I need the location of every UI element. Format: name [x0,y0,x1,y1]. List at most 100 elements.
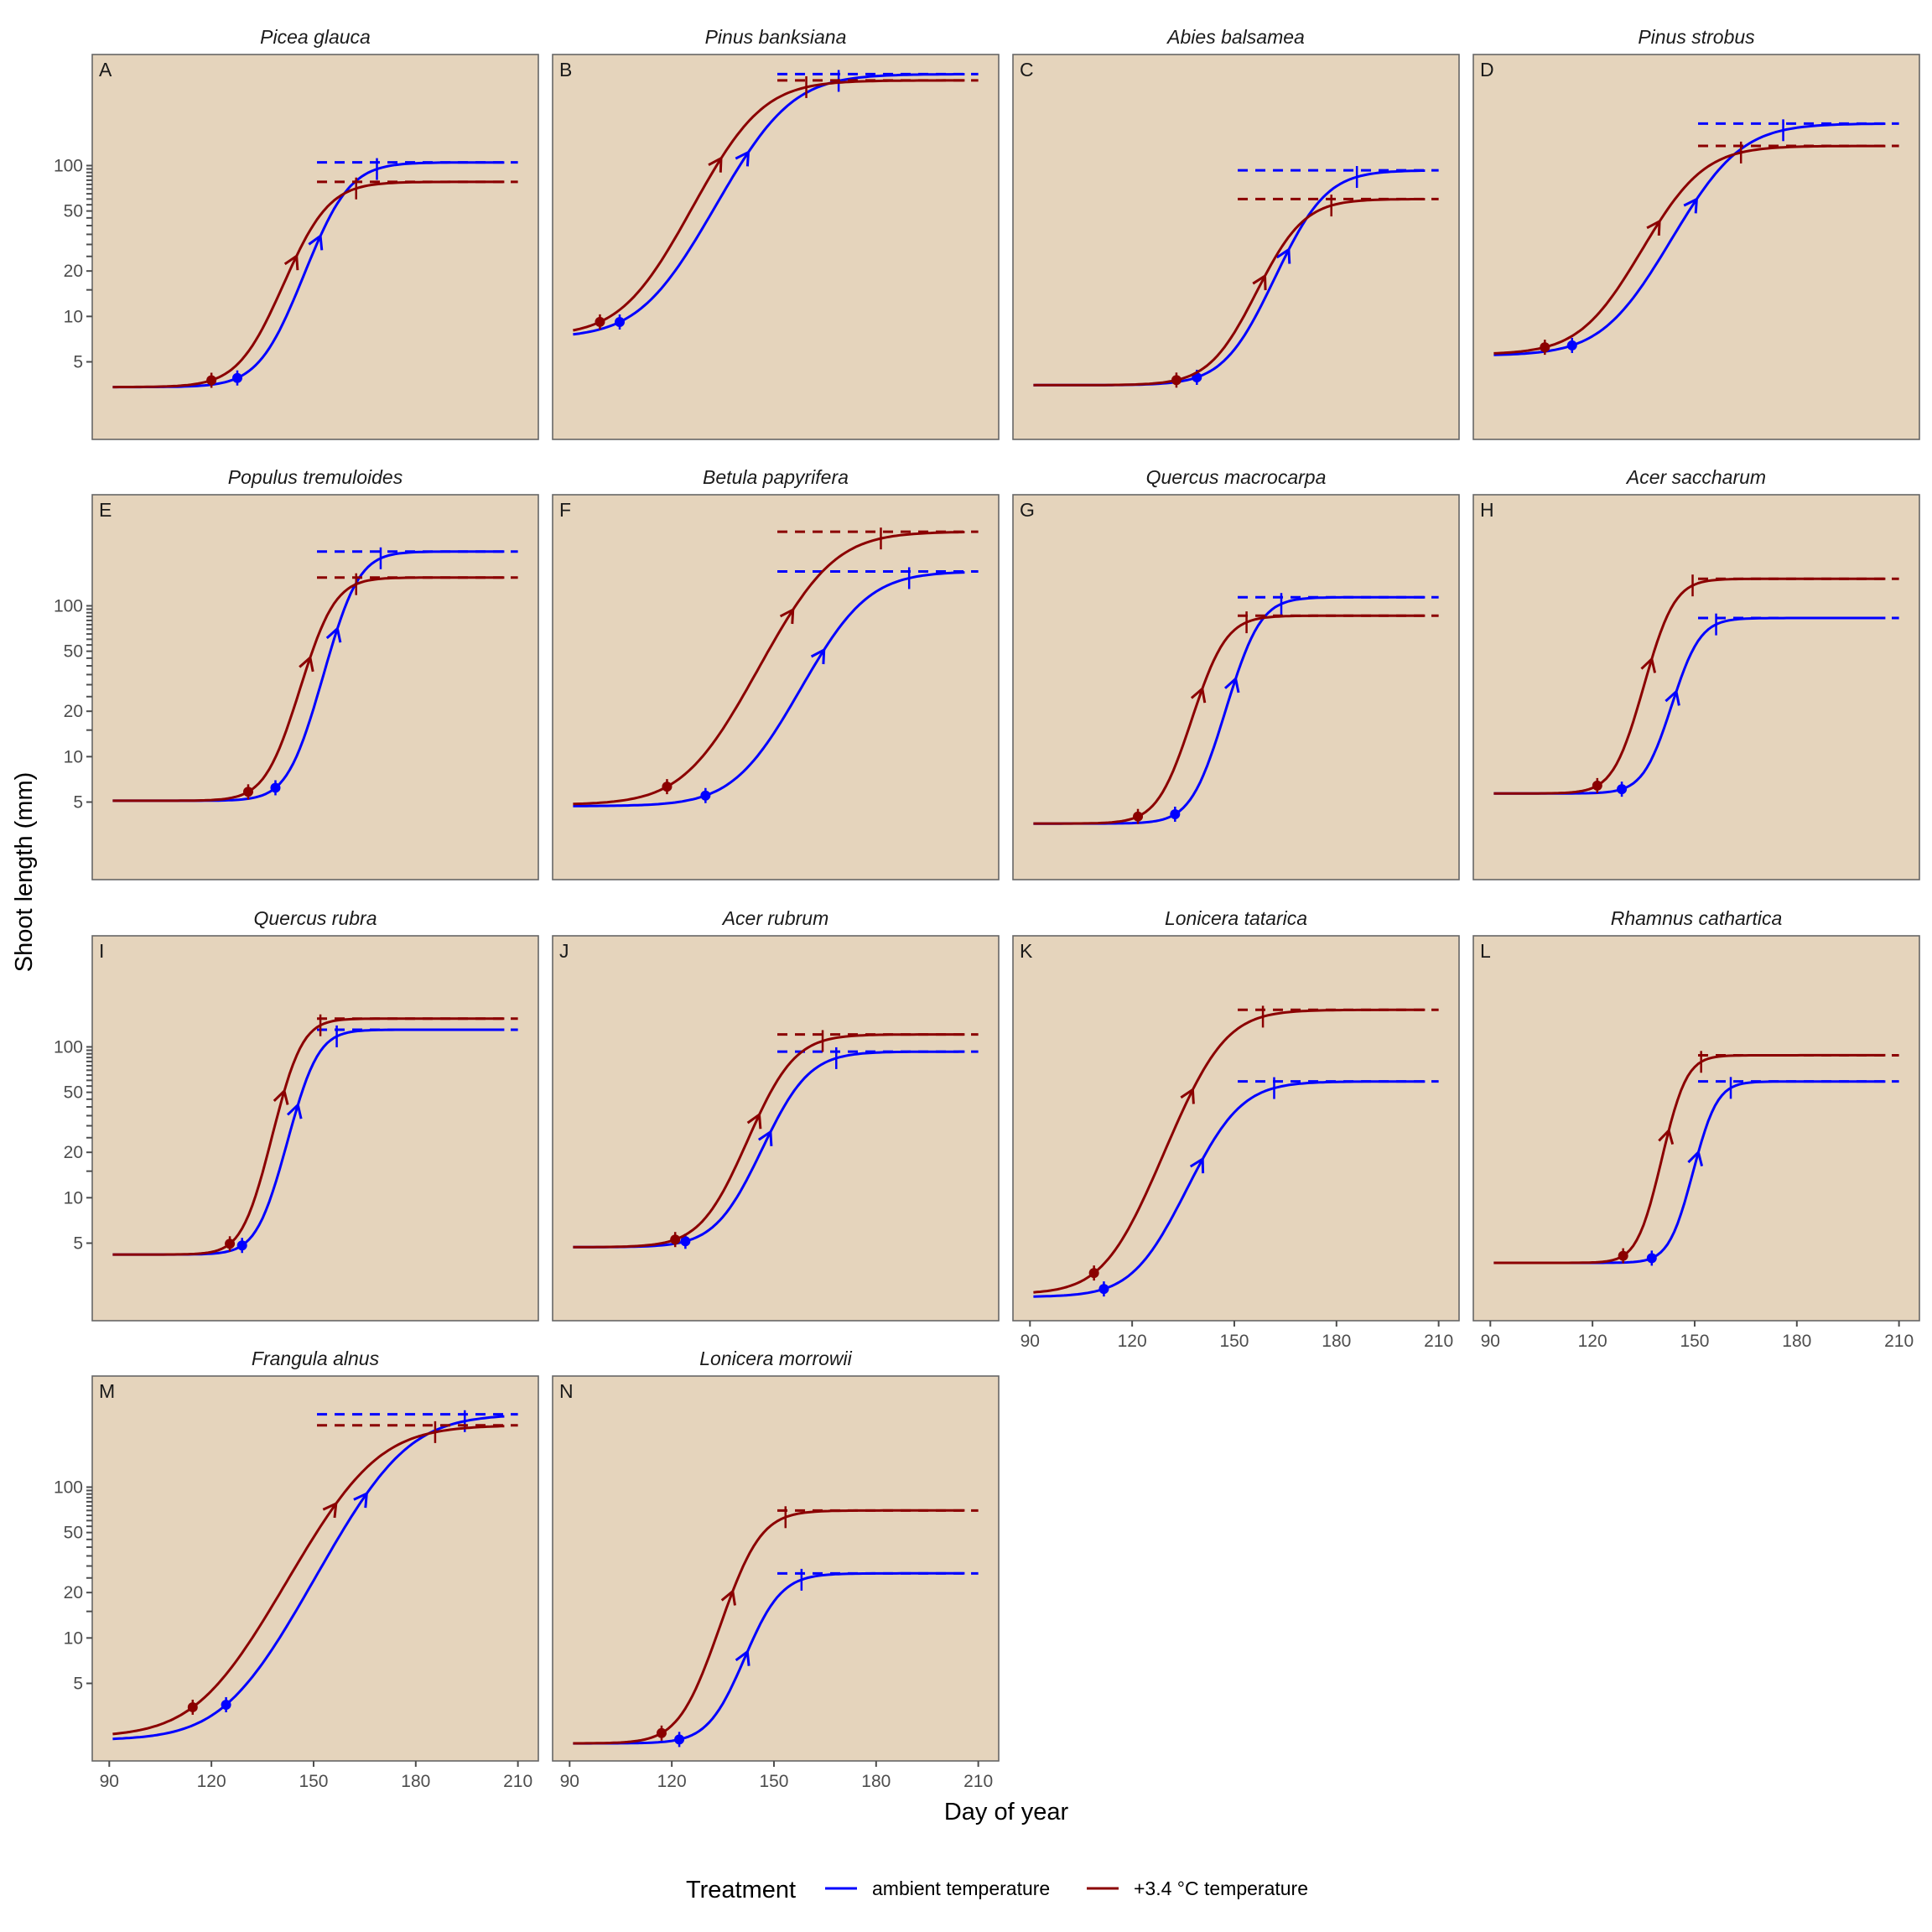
y-tick-label: 100 [54,156,83,175]
panel-l: Rhamnus cathartica L 90 120 150 180 210 [1472,907,1920,1351]
onset-marker-warmed [656,1727,667,1738]
growth-curve-ambient [1033,1080,1426,1298]
growth-curve-warmed [112,1017,505,1256]
x-tick-label: 150 [759,1772,788,1791]
x-tick-label: 210 [1424,1332,1453,1351]
panel-background [552,494,1000,880]
panel-background [1012,54,1460,440]
panel-letter: N [559,1380,574,1402]
series-ambient [573,567,979,808]
onset-marker-ambient [232,372,243,383]
y-tick-label: 20 [64,262,83,281]
onset-marker-warmed [242,787,253,797]
series-warmed [1493,141,1899,356]
max-rate-arrow-ambient [353,1491,369,1509]
panel-background [1472,935,1920,1322]
max-rate-arrow-warmed [322,1501,338,1519]
max-rate-arrow-ambient [735,149,750,167]
facet-panels: Picea glauca A 5 10 20 50 100 Pinus banksiana B A… [54,26,1920,1791]
y-tick-label: 50 [64,202,83,221]
growth-curve-warmed [1493,577,1886,795]
growth-curve-warmed [573,531,965,806]
max-rate-arrow-warmed [1658,1128,1675,1145]
growth-curve-ambient [1493,122,1886,356]
panel-background [1472,54,1920,440]
x-tick-label: 150 [1680,1332,1709,1351]
series-warmed [112,1420,518,1736]
max-rate-arrow-ambient [1683,196,1699,214]
x-tick-label: 210 [1884,1332,1914,1351]
y-tick-label: 5 [73,352,83,371]
panel-letter: H [1480,499,1494,521]
y-tick-label: 50 [64,1083,83,1103]
x-tick-label: 180 [861,1772,891,1791]
growth-curve-warmed [112,576,505,802]
max-rate-arrow-warmed [720,1588,736,1606]
growth-curve-ambient [573,571,965,808]
panel-title: Abies balsamea [1166,26,1305,48]
legend-label-warmed: +3.4 °C temperature [1134,1877,1308,1899]
panel-letter: K [1020,940,1033,962]
panel-background [91,1375,539,1762]
panel-title: Lonicera tatarica [1165,907,1307,929]
panel-title: Rhamnus cathartica [1611,907,1783,929]
panel-c: Abies balsamea C [1012,26,1460,440]
x-tick-label: 150 [1219,1332,1249,1351]
growth-curve-warmed [1033,614,1426,825]
growth-curve-warmed [112,180,505,389]
panel-background [552,1375,1000,1762]
panel-title: Quercus macrocarpa [1146,466,1327,488]
panel-background [552,935,1000,1322]
panel-f: Betula papyrifera F [552,466,1000,880]
legend-title: Treatment [686,1877,796,1903]
panel-b: Pinus banksiana B [552,26,1000,440]
panel-title: Acer saccharum [1625,466,1766,488]
series-warmed [573,75,979,332]
growth-curve-ambient [112,1415,505,1741]
max-rate-arrow-ambient [735,1649,750,1666]
panel-letter: M [99,1380,115,1402]
y-tick-label: 50 [64,1524,83,1543]
max-rate-arrow-ambient [1665,688,1680,706]
onset-marker-warmed [670,1234,681,1245]
series-warmed [573,527,979,806]
x-tick-label: 210 [963,1772,993,1791]
y-tick-label: 10 [64,1188,83,1208]
max-rate-arrow-ambient [1189,1156,1205,1174]
panel-background [1012,935,1460,1322]
series-warmed [1033,1005,1439,1294]
max-rate-arrow-warmed [1190,686,1207,704]
panel-title: Frangula alnus [252,1348,380,1369]
max-rate-arrow-warmed [283,253,299,271]
panel-m: Frangula alnus M 5 10 20 50 100 90 120 150 180 210 [54,1348,539,1791]
max-rate-arrow-warmed [299,655,314,673]
onset-marker-ambient [674,1734,685,1745]
x-tick-label: 180 [1782,1332,1811,1351]
max-rate-arrow-warmed [1180,1087,1195,1104]
panel-background [91,494,539,880]
panel-g: Quercus macrocarpa G [1012,466,1460,880]
panel-letter: B [559,59,572,80]
y-tick-label: 20 [64,1583,83,1602]
x-tick-label: 90 [100,1772,119,1791]
panel-letter: L [1480,940,1491,962]
y-tick-label: 100 [54,1478,83,1497]
growth-curve-warmed [1033,1008,1426,1294]
panel-letter: D [1480,59,1494,80]
y-tick-label: 100 [54,1037,83,1057]
y-tick-label: 10 [64,307,83,326]
panel-background [91,935,539,1322]
panel-title: Picea glauca [260,26,371,48]
onset-marker-warmed [225,1239,236,1249]
series-warmed [573,1506,979,1745]
growth-curve-warmed [573,1509,965,1745]
panel-letter: I [99,940,104,962]
series-ambient [573,70,979,336]
max-rate-arrow-warmed [1646,219,1661,236]
series-ambient [1033,1077,1439,1298]
max-rate-arrow-warmed [273,1088,289,1105]
y-tick-label: 10 [64,747,83,766]
series-ambient [573,1568,979,1748]
panel-letter: J [559,940,569,962]
